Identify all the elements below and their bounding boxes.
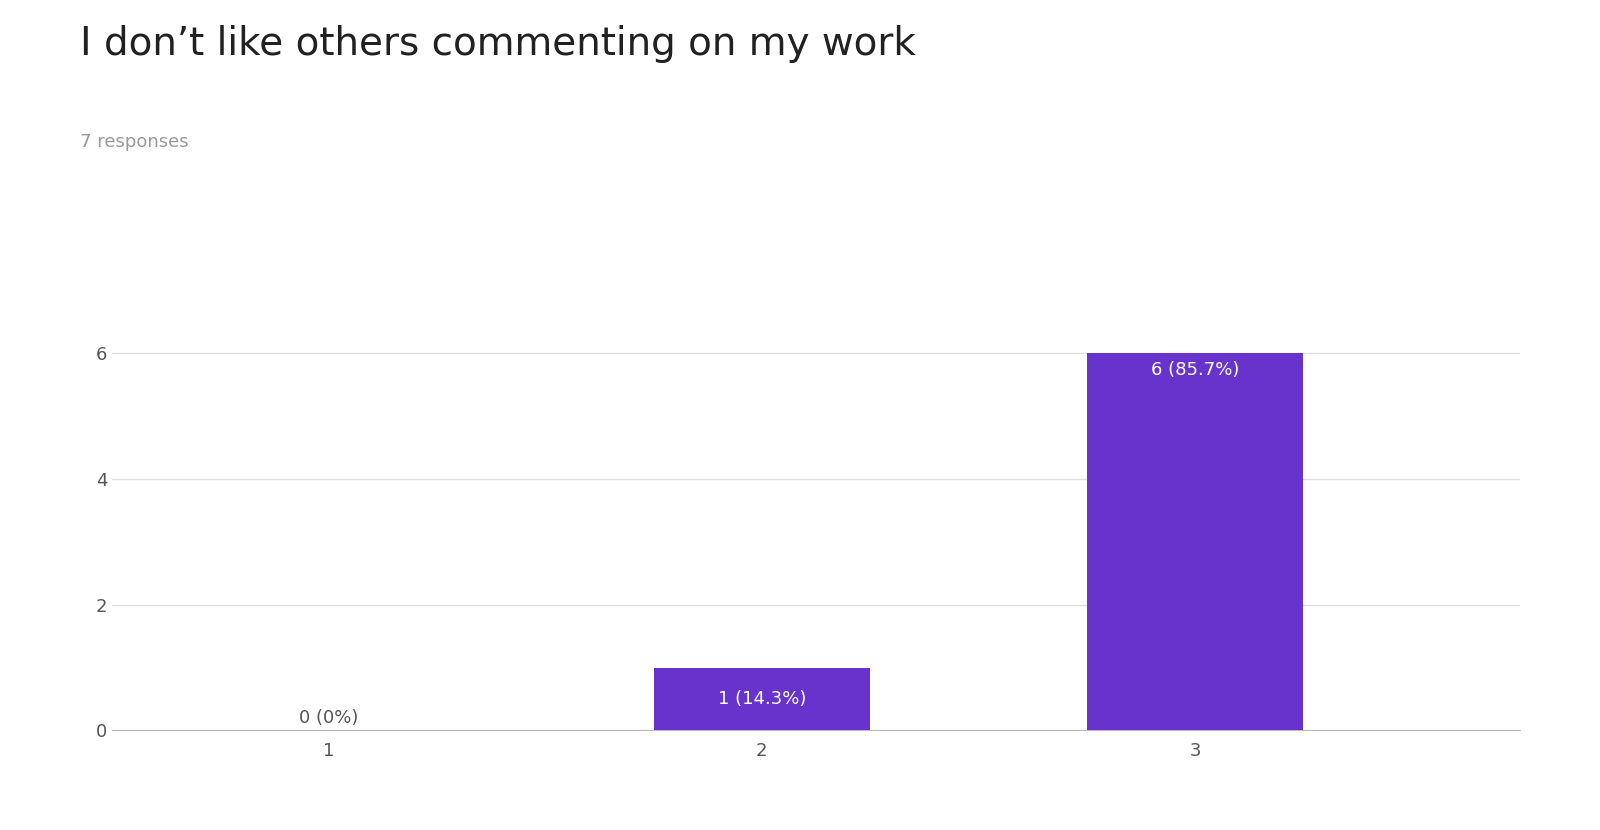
Text: 6 (85.7%): 6 (85.7%) [1150, 361, 1240, 378]
Bar [653, 667, 870, 730]
Text: 0 (0%): 0 (0%) [299, 709, 358, 726]
Text: I don’t like others commenting on my work: I don’t like others commenting on my wor… [80, 25, 915, 63]
Text: 1 (14.3%): 1 (14.3%) [718, 690, 806, 708]
Text: 7 responses: 7 responses [80, 133, 189, 151]
Bar [1086, 353, 1304, 730]
